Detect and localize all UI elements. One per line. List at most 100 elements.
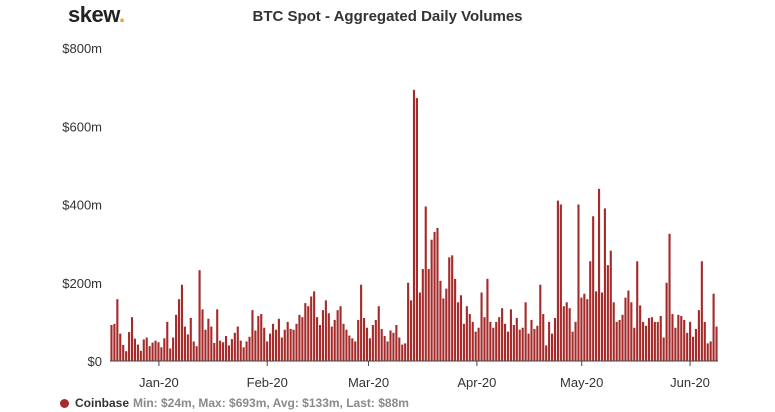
bar[interactable]: [180, 284, 184, 361]
bar[interactable]: [703, 321, 706, 362]
bar[interactable]: [192, 341, 195, 361]
bar[interactable]: [415, 98, 418, 361]
bar[interactable]: [172, 337, 175, 361]
bar[interactable]: [130, 317, 134, 361]
bar[interactable]: [700, 261, 703, 361]
bar[interactable]: [642, 321, 645, 362]
bar[interactable]: [119, 333, 122, 361]
bar[interactable]: [577, 204, 580, 362]
bar[interactable]: [365, 327, 369, 361]
bar[interactable]: [128, 332, 131, 361]
bar[interactable]: [621, 314, 624, 361]
bar[interactable]: [615, 321, 618, 362]
bar[interactable]: [583, 293, 586, 361]
bar[interactable]: [348, 335, 351, 361]
bar[interactable]: [301, 317, 304, 361]
bar[interactable]: [145, 337, 148, 361]
bar[interactable]: [659, 316, 662, 361]
bar[interactable]: [310, 296, 313, 361]
bar[interactable]: [330, 326, 333, 361]
bar[interactable]: [542, 314, 545, 361]
bar[interactable]: [589, 261, 592, 361]
bar[interactable]: [136, 344, 139, 361]
bar[interactable]: [451, 255, 454, 361]
bar[interactable]: [489, 321, 492, 362]
bar[interactable]: [377, 306, 380, 361]
bar[interactable]: [289, 328, 292, 361]
bar[interactable]: [201, 309, 204, 361]
bar[interactable]: [468, 314, 471, 361]
bar[interactable]: [263, 327, 266, 361]
bar[interactable]: [298, 314, 301, 361]
bar[interactable]: [504, 323, 507, 361]
bar[interactable]: [565, 302, 568, 361]
bar[interactable]: [316, 317, 319, 361]
bar[interactable]: [321, 310, 324, 361]
bar[interactable]: [277, 318, 280, 361]
bar[interactable]: [371, 325, 374, 361]
bar[interactable]: [433, 231, 436, 361]
bar[interactable]: [166, 321, 169, 362]
bar[interactable]: [360, 284, 363, 361]
bar[interactable]: [556, 200, 559, 361]
bar[interactable]: [410, 300, 413, 361]
bar[interactable]: [492, 327, 495, 361]
bar[interactable]: [177, 299, 181, 361]
bar[interactable]: [286, 321, 289, 362]
bar[interactable]: [157, 342, 160, 361]
bar[interactable]: [239, 340, 242, 361]
bar[interactable]: [647, 317, 651, 361]
bar[interactable]: [430, 239, 433, 361]
bar[interactable]: [363, 317, 366, 361]
bar[interactable]: [559, 204, 562, 362]
bar[interactable]: [427, 269, 430, 361]
bar[interactable]: [668, 233, 671, 361]
bar[interactable]: [116, 299, 119, 361]
bar[interactable]: [680, 316, 683, 361]
bar[interactable]: [354, 341, 357, 361]
bar[interactable]: [694, 328, 698, 361]
bar[interactable]: [636, 261, 639, 361]
bar[interactable]: [139, 350, 142, 361]
bar[interactable]: [251, 310, 254, 361]
bar[interactable]: [498, 317, 501, 361]
bar[interactable]: [548, 321, 551, 362]
bar[interactable]: [506, 331, 510, 361]
bar[interactable]: [480, 292, 483, 361]
bar[interactable]: [612, 302, 615, 361]
bar[interactable]: [333, 319, 336, 361]
bar[interactable]: [571, 331, 574, 361]
bar[interactable]: [553, 317, 557, 361]
bar[interactable]: [183, 326, 186, 361]
bar[interactable]: [163, 338, 166, 361]
bar[interactable]: [527, 333, 530, 361]
bar[interactable]: [398, 337, 401, 361]
bar[interactable]: [342, 323, 345, 361]
bar[interactable]: [662, 337, 665, 361]
bar[interactable]: [392, 332, 395, 361]
bar[interactable]: [683, 319, 686, 361]
bar[interactable]: [245, 341, 248, 361]
bar[interactable]: [421, 269, 424, 361]
bar[interactable]: [186, 334, 189, 361]
bar[interactable]: [597, 188, 601, 361]
bar[interactable]: [271, 323, 275, 361]
bar[interactable]: [442, 298, 445, 361]
bar[interactable]: [233, 332, 236, 361]
bar[interactable]: [169, 348, 172, 361]
bar[interactable]: [254, 330, 257, 361]
bar[interactable]: [706, 343, 709, 361]
bar[interactable]: [154, 340, 157, 361]
bar[interactable]: [213, 343, 216, 361]
bar[interactable]: [580, 297, 583, 361]
bar[interactable]: [671, 314, 674, 361]
bar[interactable]: [586, 299, 589, 361]
bar[interactable]: [227, 345, 231, 361]
bar[interactable]: [257, 316, 260, 361]
bar[interactable]: [266, 341, 269, 361]
bar[interactable]: [462, 323, 465, 361]
bar[interactable]: [204, 329, 207, 361]
bar[interactable]: [536, 325, 539, 361]
bar[interactable]: [351, 338, 354, 361]
bar[interactable]: [512, 325, 515, 361]
